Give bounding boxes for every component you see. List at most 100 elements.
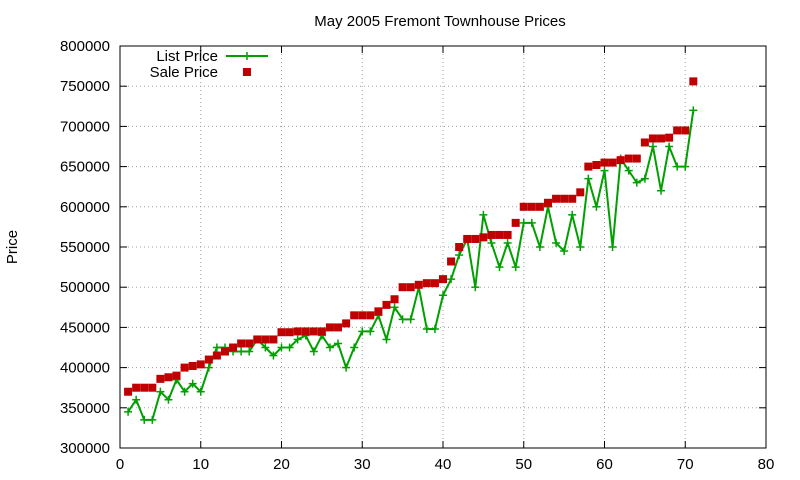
list-price-point: [535, 243, 544, 251]
sale-price-point: [366, 311, 375, 320]
list-price-point: [673, 162, 682, 171]
list-price-point: [503, 238, 512, 247]
sale-price-point: [455, 243, 464, 251]
list-price-point: [180, 387, 189, 396]
sale-price-point: [350, 311, 359, 320]
sale-price-point: [422, 279, 431, 288]
list-price-point: [527, 218, 536, 227]
sale-price-point: [358, 311, 367, 320]
sale-price-point: [309, 327, 318, 336]
y-tick-label: 400000: [60, 360, 110, 377]
list-price-point: [334, 339, 343, 348]
list-price-point: [487, 238, 496, 247]
y-tick-label: 650000: [60, 159, 110, 176]
list-price-point: [204, 363, 213, 372]
y-tick-label: 300000: [60, 440, 110, 457]
sale-price-point: [334, 323, 343, 332]
sale-price-point: [560, 194, 569, 203]
x-tick-label: 50: [515, 456, 532, 473]
list-price-point: [132, 395, 141, 404]
list-price-point: [358, 327, 367, 336]
y-tick-label: 600000: [60, 199, 110, 216]
sale-price-point: [479, 233, 488, 242]
list-price-point: [495, 263, 504, 272]
list-price-point: [277, 343, 286, 352]
sale-price-point: [140, 383, 149, 392]
sale-price-point: [447, 257, 456, 266]
sale-price-point: [665, 133, 674, 142]
x-tick-label: 30: [354, 456, 371, 473]
list-price-point: [140, 415, 149, 424]
sale-price-point: [576, 188, 585, 197]
list-price-point: [350, 343, 359, 352]
list-price-point: [422, 325, 431, 334]
plot-frame: [119, 45, 767, 449]
sale-price-point: [180, 363, 189, 372]
axis-ticks: 0 10 20 30 40 50 60 70 80 300000 350000 400000 45000…: [60, 38, 774, 473]
series-group: [124, 77, 698, 424]
sale-price-point: [212, 351, 221, 360]
list-price-point: [366, 327, 375, 336]
list-price-point: [568, 210, 577, 219]
x-tick-label: 0: [116, 456, 124, 473]
sale-price-point: [325, 323, 334, 332]
list-price-point: [245, 347, 254, 356]
sale-price-point: [156, 374, 165, 383]
sale-price-point: [503, 230, 512, 239]
legend-marker: [243, 68, 251, 76]
y-tick-label: 800000: [60, 38, 110, 55]
sale-price-point: [382, 300, 391, 309]
sale-price-point: [229, 343, 238, 352]
list-price-point: [398, 315, 407, 324]
sale-price-point: [245, 339, 254, 348]
sale-price-point: [519, 202, 528, 211]
list-price-point: [600, 166, 609, 175]
list-price-point: [657, 186, 666, 195]
list-price-point: [325, 343, 334, 352]
list-price-point: [689, 106, 698, 115]
sale-price-point: [398, 283, 407, 292]
sale-price-point: [253, 335, 262, 344]
sale-price-point: [681, 126, 690, 135]
sale-price-point: [342, 319, 351, 328]
sale-price-point: [301, 327, 310, 336]
list-price-point: [261, 343, 270, 352]
list-price-point: [511, 263, 520, 272]
list-price-point: [681, 162, 690, 171]
sale-price-point: [188, 361, 197, 370]
list-price-point: [382, 335, 391, 344]
sale-price-point: [568, 194, 577, 203]
sale-price-point: [293, 327, 302, 336]
x-tick-label: 10: [192, 456, 209, 473]
list-price-point: [188, 379, 197, 388]
x-tick-label: 20: [273, 456, 290, 473]
sale-price-point: [164, 373, 173, 382]
series-sale-price: [124, 77, 698, 396]
list-price-point: [156, 387, 165, 396]
sale-price-point: [196, 360, 205, 369]
list-price-point: [608, 243, 617, 251]
sale-price-point: [487, 230, 496, 239]
sale-price-point: [390, 295, 399, 304]
sale-price-point: [616, 156, 625, 165]
y-tick-label: 450000: [60, 319, 110, 336]
list-price-point: [584, 174, 593, 183]
sale-price-point: [471, 234, 480, 243]
sale-price-point: [430, 279, 439, 288]
list-price-point: [471, 283, 480, 292]
series-list-price: [124, 106, 698, 424]
chart-title: May 2005 Fremont Townhouse Prices: [314, 13, 566, 30]
sale-price-point: [220, 347, 229, 356]
sale-price-point: [689, 77, 698, 86]
series-line: [127, 110, 695, 421]
list-price-point: [148, 415, 157, 424]
sale-price-point: [148, 383, 157, 392]
sale-price-point: [592, 160, 601, 169]
sale-price-point: [439, 275, 447, 284]
list-price-point: [196, 387, 205, 396]
sale-price-point: [277, 328, 286, 337]
legend-label: Sale Price: [150, 64, 218, 81]
list-price-point: [632, 178, 641, 187]
list-price-point: [519, 218, 528, 227]
